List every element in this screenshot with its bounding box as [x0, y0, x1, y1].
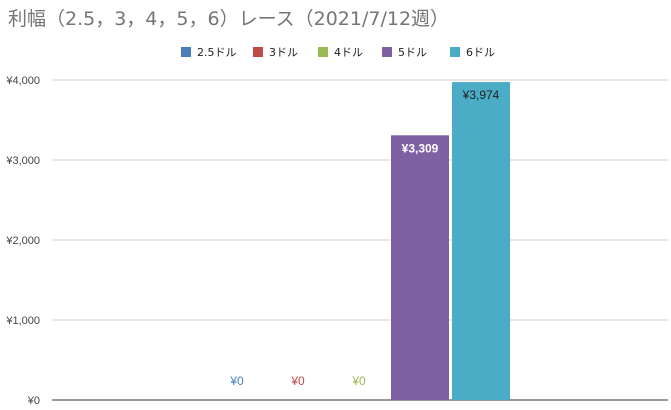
legend-label: 2.5ドル: [197, 46, 237, 59]
legend-label: 4ドル: [334, 46, 363, 59]
chart-title: 利幅（2.5，3，4，5，6）レース（2021/7/12週）: [8, 8, 450, 30]
data-label: ¥3,974: [462, 88, 500, 102]
data-label: ¥0: [290, 374, 305, 388]
bar: [452, 82, 510, 400]
data-label: ¥3,309: [402, 141, 439, 155]
data-label: ¥0: [351, 374, 366, 388]
y-tick-label: ¥4,000: [5, 75, 40, 87]
legend-swatch: [318, 47, 328, 57]
y-tick-label: ¥0: [27, 395, 40, 407]
legend-label: 5ドル: [398, 46, 427, 59]
legend-swatch: [450, 47, 460, 57]
bar: [391, 135, 449, 400]
legend-label: 6ドル: [466, 46, 495, 59]
data-label: ¥0: [229, 374, 244, 388]
y-tick-label: ¥2,000: [5, 235, 40, 247]
legend-swatch: [382, 47, 392, 57]
legend-swatch: [253, 47, 263, 57]
y-tick-label: ¥3,000: [5, 155, 40, 167]
legend-label: 3ドル: [269, 46, 298, 59]
legend-swatch: [181, 47, 191, 57]
y-tick-label: ¥1,000: [5, 315, 40, 327]
